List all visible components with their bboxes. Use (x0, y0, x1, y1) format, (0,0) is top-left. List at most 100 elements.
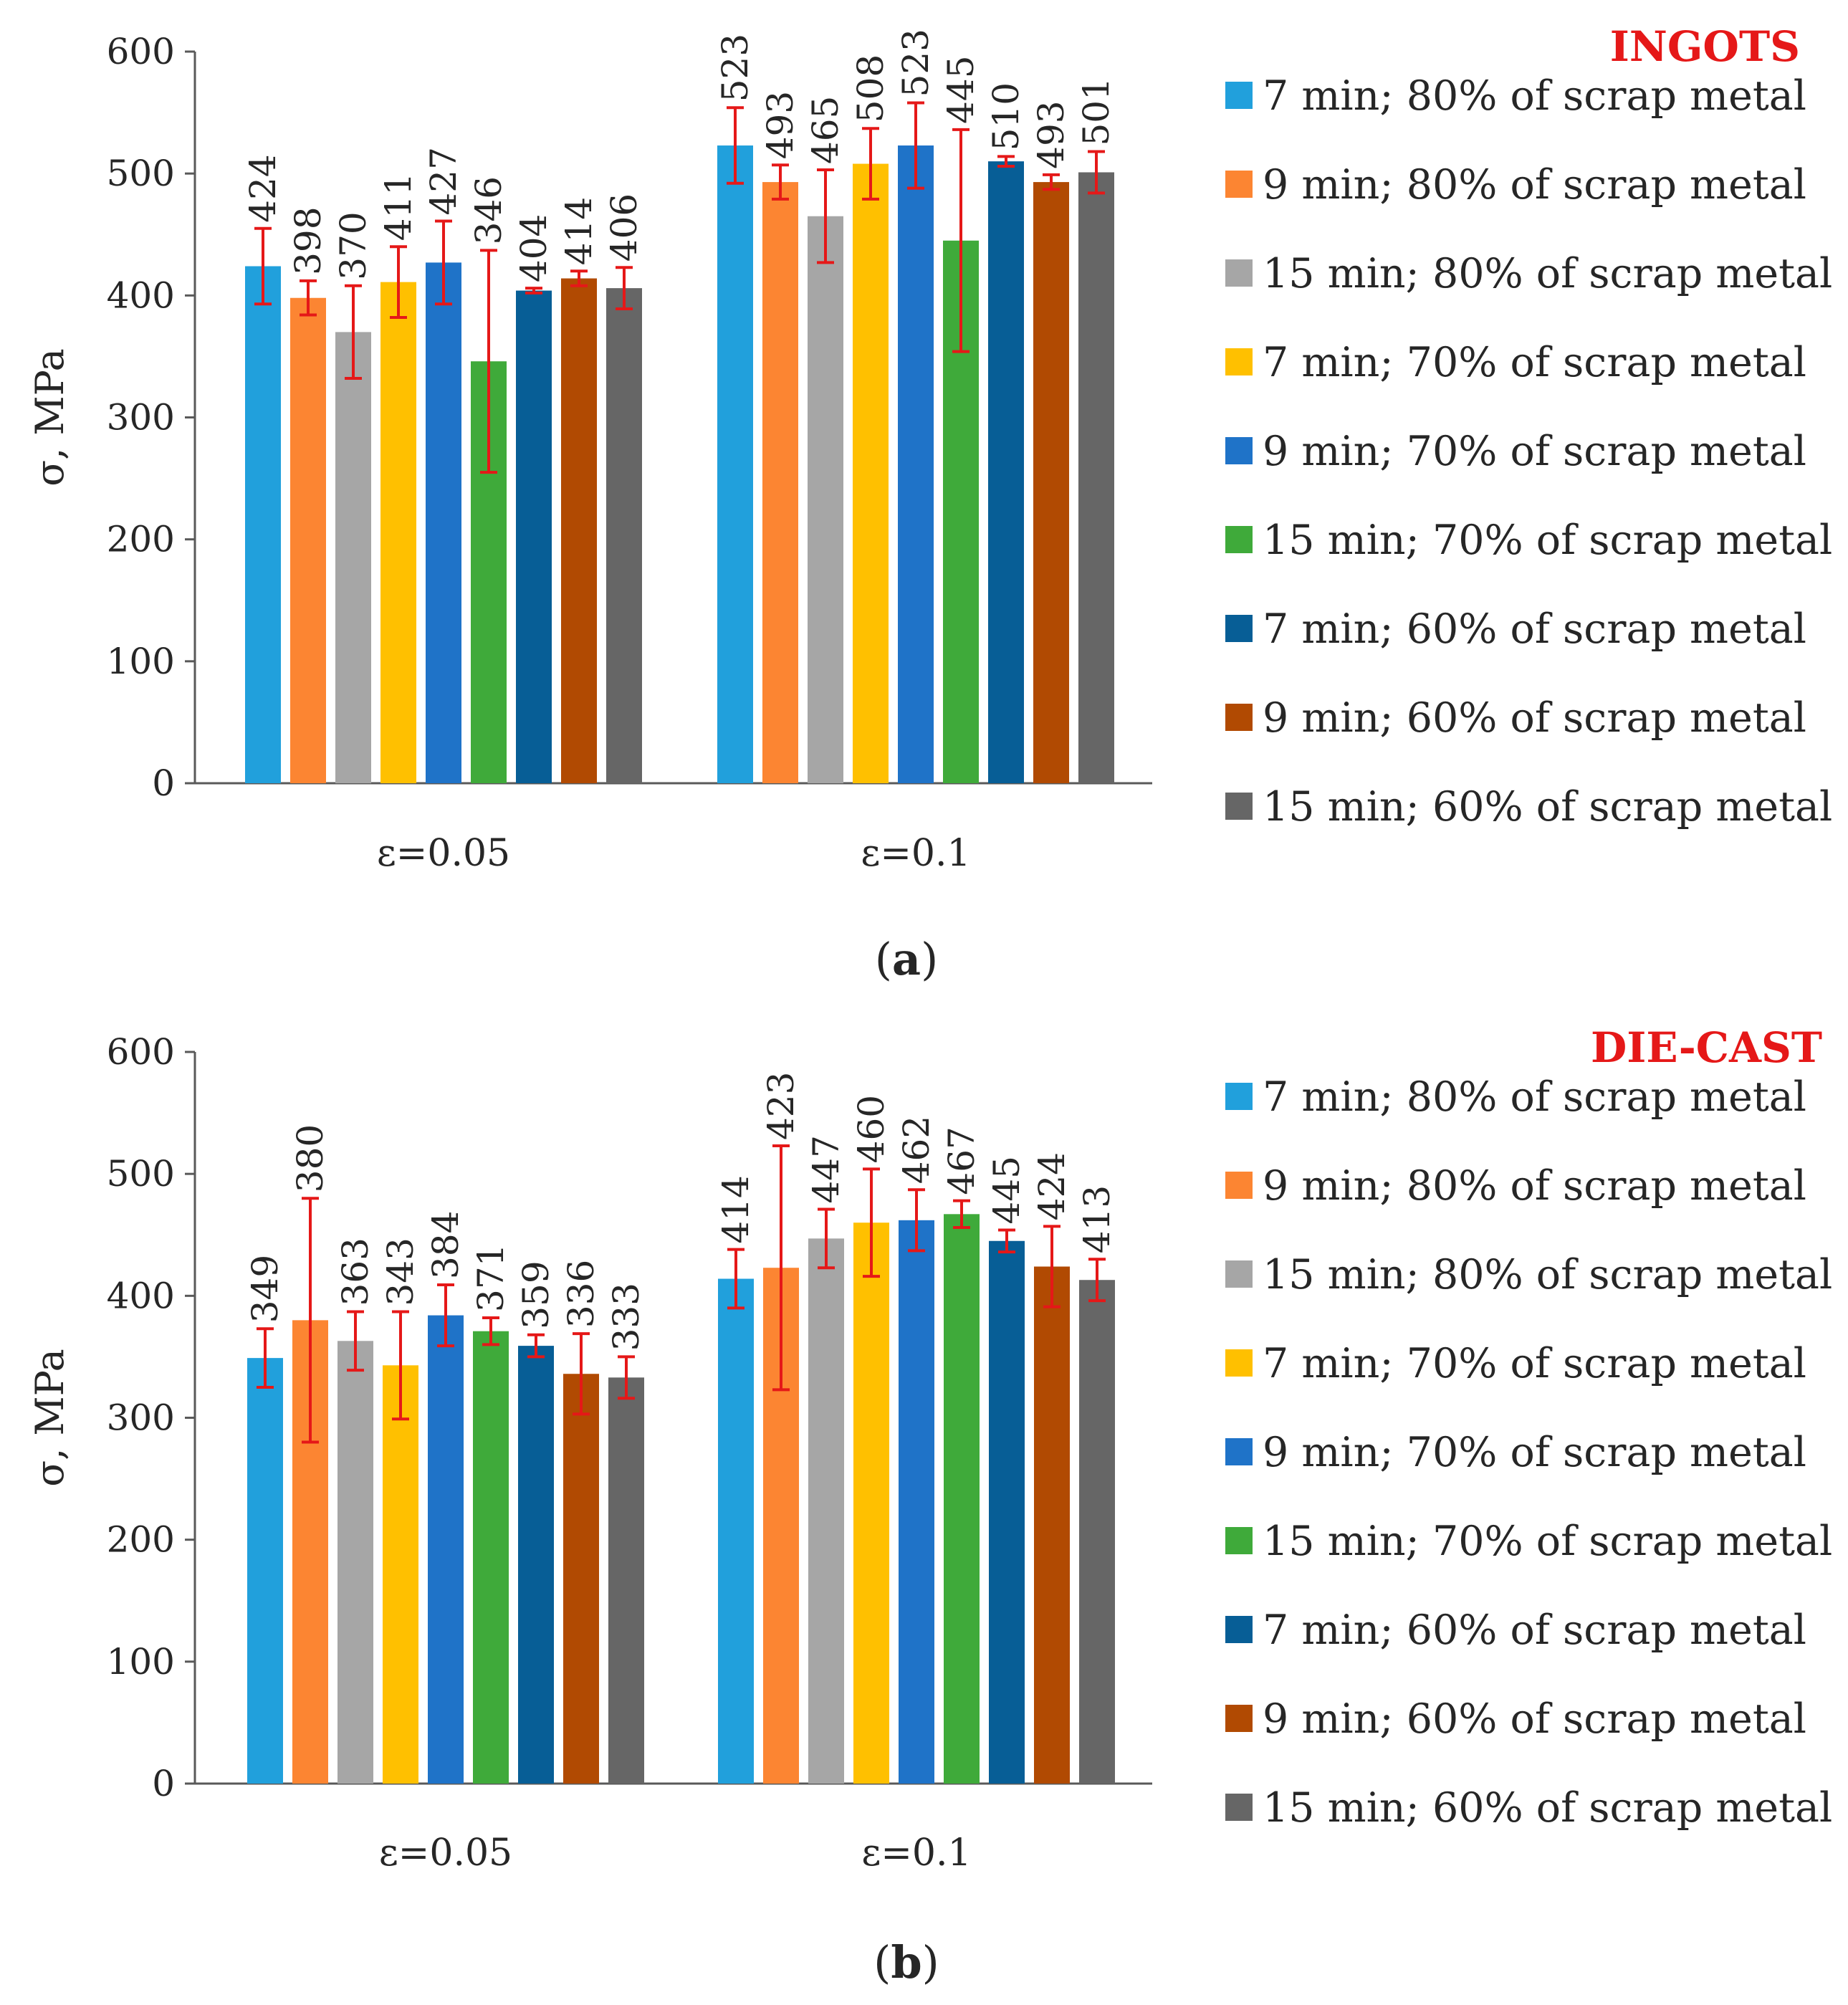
data-label: 363 (335, 1238, 376, 1306)
data-label: 462 (896, 1116, 937, 1184)
legend-swatch (1225, 1349, 1253, 1377)
legend-label: 9 min; 80% of scrap metal (1263, 161, 1806, 209)
data-label: 467 (941, 1126, 982, 1195)
data-label: 445 (986, 1156, 1028, 1224)
panel-caption: (a) (875, 933, 939, 985)
data-label: 447 (805, 1135, 847, 1203)
bar (337, 1341, 373, 1784)
legend-label: 7 min; 60% of scrap metal (1263, 1607, 1806, 1654)
y-tick-label: 600 (107, 1031, 175, 1073)
bar (561, 278, 597, 783)
legend-swatch (1225, 1616, 1253, 1643)
bar (988, 161, 1024, 783)
y-tick-label: 500 (107, 1153, 175, 1195)
data-label: 343 (380, 1238, 421, 1306)
legend-label: 9 min; 60% of scrap metal (1263, 1695, 1806, 1743)
y-tick-label: 200 (107, 519, 175, 560)
y-tick-label: 400 (107, 1275, 175, 1316)
data-label: 404 (513, 214, 555, 282)
legend-label: 15 min; 70% of scrap metal (1263, 1518, 1832, 1565)
bar (335, 332, 371, 784)
bar (762, 182, 798, 783)
legend-label: 7 min; 80% of scrap metal (1263, 1073, 1806, 1121)
legend-label: 15 min; 60% of scrap metal (1263, 783, 1832, 831)
bar (383, 1365, 418, 1784)
bar (808, 1238, 844, 1784)
y-tick-label: 100 (107, 641, 175, 682)
data-label: 346 (468, 176, 509, 244)
legend-swatch (1225, 259, 1253, 287)
bar (428, 1315, 464, 1784)
data-label: 414 (715, 1175, 757, 1243)
legend-label: 15 min; 60% of scrap metal (1263, 1784, 1832, 1832)
bar (717, 145, 753, 784)
data-label: 493 (1030, 100, 1072, 168)
data-label: 423 (760, 1072, 802, 1140)
bar (808, 216, 843, 784)
legend-label: 15 min; 80% of scrap metal (1263, 1251, 1832, 1298)
legend-label: 9 min; 70% of scrap metal (1263, 1429, 1806, 1476)
data-label: 523 (895, 29, 937, 97)
data-label: 413 (1076, 1185, 1118, 1253)
data-label: 370 (332, 211, 374, 279)
y-tick-label: 400 (107, 274, 175, 316)
bar (247, 1358, 283, 1784)
legend-swatch (1225, 1794, 1253, 1821)
data-label: 406 (603, 193, 645, 262)
y-tick-label: 500 (107, 153, 175, 194)
legend-swatch (1225, 1083, 1253, 1110)
y-tick-label: 600 (107, 31, 175, 72)
y-tick-label: 0 (152, 762, 175, 804)
data-label: 359 (515, 1260, 557, 1329)
bar (1034, 1266, 1070, 1784)
data-label: 424 (242, 154, 284, 222)
data-label: 501 (1076, 77, 1117, 145)
data-label: 510 (985, 82, 1027, 150)
legend-label: 7 min; 80% of scrap metal (1263, 72, 1806, 120)
bar (989, 1240, 1025, 1784)
y-tick-label: 100 (107, 1641, 175, 1683)
y-tick-label: 300 (107, 397, 175, 439)
legend-swatch (1225, 1438, 1253, 1465)
data-label: 465 (805, 96, 846, 164)
bar (290, 297, 326, 783)
bar (899, 1220, 934, 1784)
legend-swatch (1225, 615, 1253, 642)
bar (516, 290, 552, 783)
legend-label: 9 min; 80% of scrap metal (1263, 1162, 1806, 1210)
legend-swatch (1225, 437, 1253, 464)
legend-swatch (1225, 1705, 1253, 1732)
y-axis-title: σ, MPa (27, 1349, 72, 1487)
y-tick-label: 200 (107, 1519, 175, 1561)
bar (518, 1346, 554, 1784)
bar (563, 1374, 599, 1784)
category-label: ε=0.05 (377, 832, 510, 875)
bar (1078, 172, 1114, 784)
data-label: 336 (560, 1260, 602, 1328)
bar (426, 262, 461, 784)
legend-label: 7 min; 70% of scrap metal (1263, 339, 1806, 386)
category-label: ε=0.1 (861, 1832, 971, 1875)
legend-swatch (1225, 82, 1253, 109)
bar (944, 1214, 980, 1784)
bar (853, 163, 889, 783)
data-label: 427 (423, 147, 464, 215)
y-tick-label: 0 (152, 1763, 175, 1804)
data-label: 523 (714, 34, 756, 102)
data-label: 371 (470, 1244, 512, 1312)
bar (606, 288, 642, 784)
legend-swatch (1225, 526, 1253, 553)
data-label: 493 (760, 91, 801, 159)
legend-label: 7 min; 70% of scrap metal (1263, 1340, 1806, 1387)
panel-die-cast: 0 100 200 300 400 500 600 σ, MPa 349 380 363 343 384… (27, 1023, 1832, 1989)
y-tick-label: 300 (107, 1397, 175, 1439)
category-label: ε=0.05 (379, 1832, 512, 1875)
bar (853, 1222, 889, 1784)
bar (380, 282, 416, 783)
legend-label: 9 min; 70% of scrap metal (1263, 428, 1806, 475)
legend-swatch (1225, 348, 1253, 375)
legend-swatch (1225, 171, 1253, 198)
data-label: 424 (1031, 1152, 1073, 1220)
